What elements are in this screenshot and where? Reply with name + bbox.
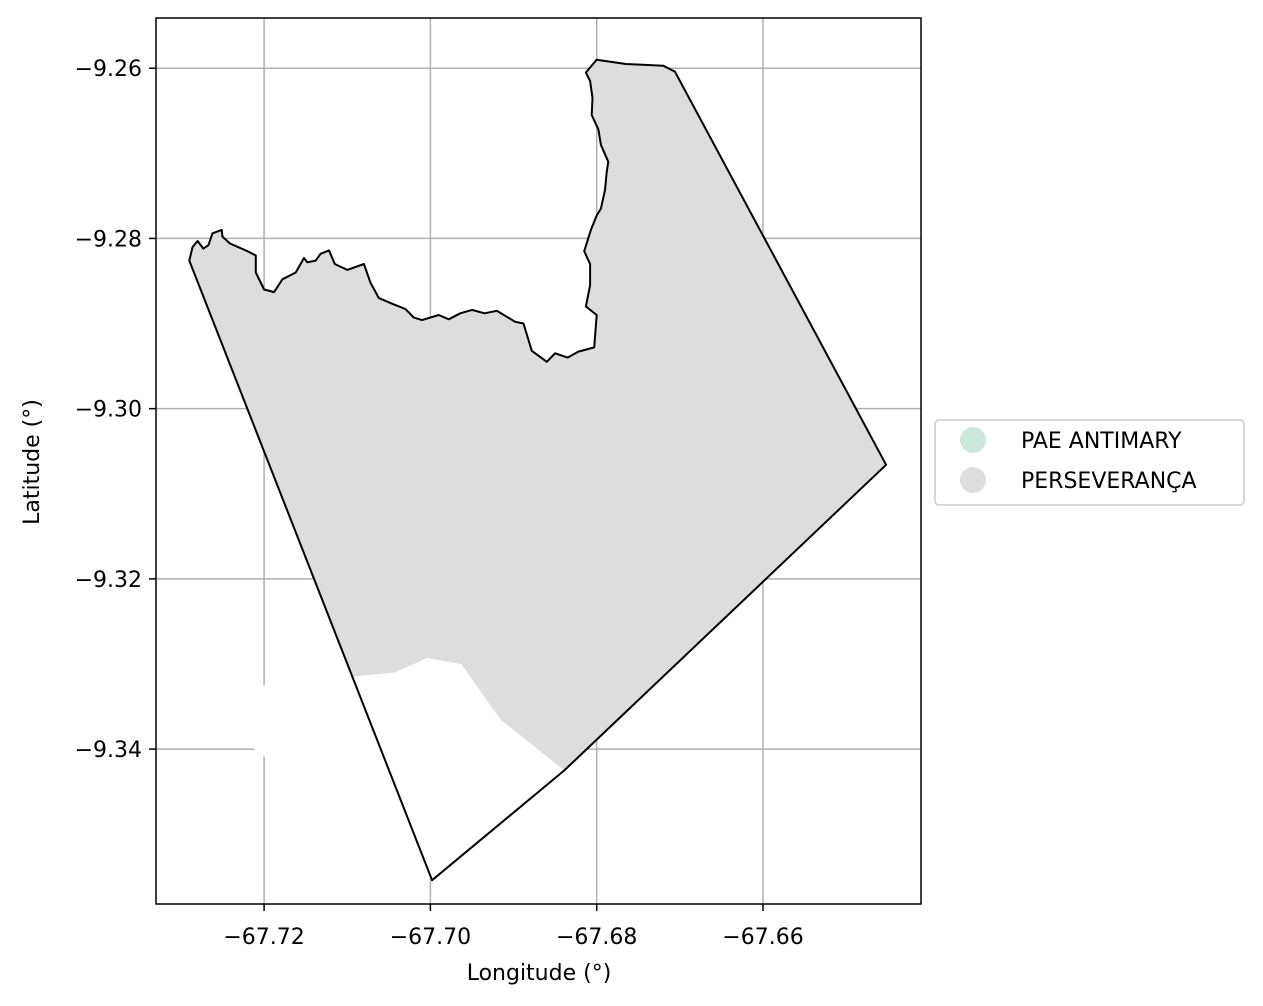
x-tick-label: −67.66 <box>722 925 803 950</box>
nodata-gap <box>179 658 565 881</box>
y-tick-label: −9.34 <box>75 738 142 763</box>
region-boundary-outline <box>188 58 888 882</box>
y-tick-label: −9.30 <box>75 398 142 423</box>
x-tick-label: −67.72 <box>223 925 304 950</box>
x-tick-label: −67.70 <box>390 925 471 950</box>
legend-label-perseverança: PERSEVERANÇA <box>1021 469 1197 494</box>
plot-area: −67.72 −67.70 −67.68 −67.66 −9.26 −9.28 −9.30… <box>75 17 922 950</box>
legend-marker-perseverança <box>960 467 986 493</box>
legend-marker-pae-antimary <box>960 427 986 453</box>
x-axis-label: Longitude (°) <box>467 961 612 986</box>
y-axis-ticks: −9.26 −9.28 −9.30 −9.32 −9.34 <box>75 57 156 763</box>
y-tick-label: −9.28 <box>75 227 142 252</box>
y-tick-label: −9.26 <box>75 57 142 82</box>
y-axis-label: Latitude (°) <box>20 399 45 525</box>
legend-label-pae-antimary: PAE ANTIMARY <box>1021 429 1182 454</box>
x-axis-ticks: −67.72 −67.70 −67.68 −67.66 <box>223 904 804 950</box>
legend-box <box>934 419 1245 506</box>
axes-frame <box>155 17 922 905</box>
unclassified-gaps <box>179 658 565 881</box>
legend: PAE ANTIMARY PERSEVERANÇA <box>934 419 1245 506</box>
x-tick-label: −67.68 <box>556 925 637 950</box>
y-tick-label: −9.32 <box>75 568 142 593</box>
